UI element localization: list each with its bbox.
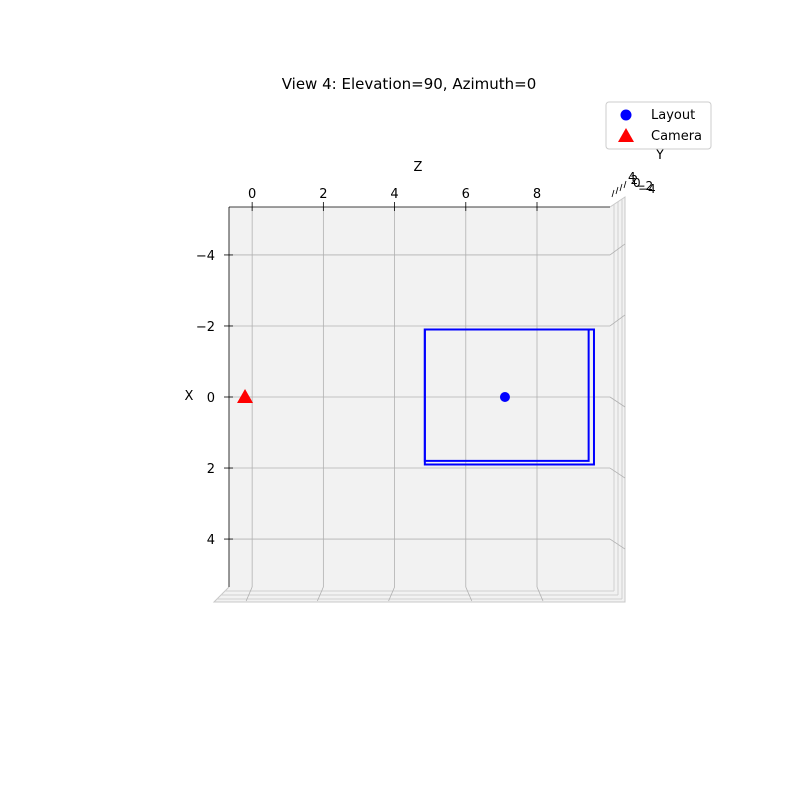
z-gridline-floor [536,586,544,602]
y-tick [615,186,619,195]
z-gridline-floor [465,586,473,602]
x-tick-label: 4 [207,533,215,548]
z-tick-label: 6 [462,187,470,202]
y-tick-label: 2 [631,173,639,187]
pane-outer-edge [212,196,626,603]
z-tick-label: 2 [319,187,327,202]
legend-frame [605,101,712,150]
chart-title: View 4: Elevation=90, Azimuth=0 [282,75,537,93]
x-gridline-side [609,538,626,550]
z-tick-label: 0 [248,187,256,202]
legend-camera-label: Camera [651,129,702,144]
legend: Layout Camera [605,101,712,150]
z-tick-label: 4 [390,187,398,202]
plot-pane [214,197,625,602]
y-tick [619,183,623,192]
grid-lines [229,207,626,602]
x-tick-label: −4 [196,249,215,264]
legend-layout-label: Layout [651,108,695,123]
y-tick-label: 0 [633,176,641,190]
layout-point [499,392,510,402]
x-tick-label: −2 [196,320,215,335]
layout-box-inner-edge [423,328,590,462]
z-gridline-floor [245,586,253,602]
x-tick-label: 2 [207,462,215,477]
y-tick-label: 4 [628,170,636,184]
x-gridline-side [609,396,626,408]
x-axis-label: X [185,389,194,404]
z-gridline-floor [316,586,324,602]
camera-point [237,389,254,403]
x-gridline-side [609,467,626,479]
data-markers [237,389,510,403]
z-gridline-floor [388,586,395,602]
x-gridline-side [609,243,626,256]
y-tick-label: −4 [638,182,656,196]
y-tick-label: −2 [636,179,654,193]
pane-edges [212,196,626,603]
z-axis-label: Z [414,160,423,175]
x-gridline-side [609,314,626,327]
y-axis-label: Y [655,148,664,163]
y-tick [623,180,627,189]
legend-camera-marker [618,128,634,142]
y-tick [611,189,615,198]
z-tick-label: 8 [533,187,541,202]
layout-box-outline [423,328,595,466]
legend-layout-marker [620,109,632,121]
axes [224,180,627,587]
x-tick-label: 0 [207,391,215,406]
